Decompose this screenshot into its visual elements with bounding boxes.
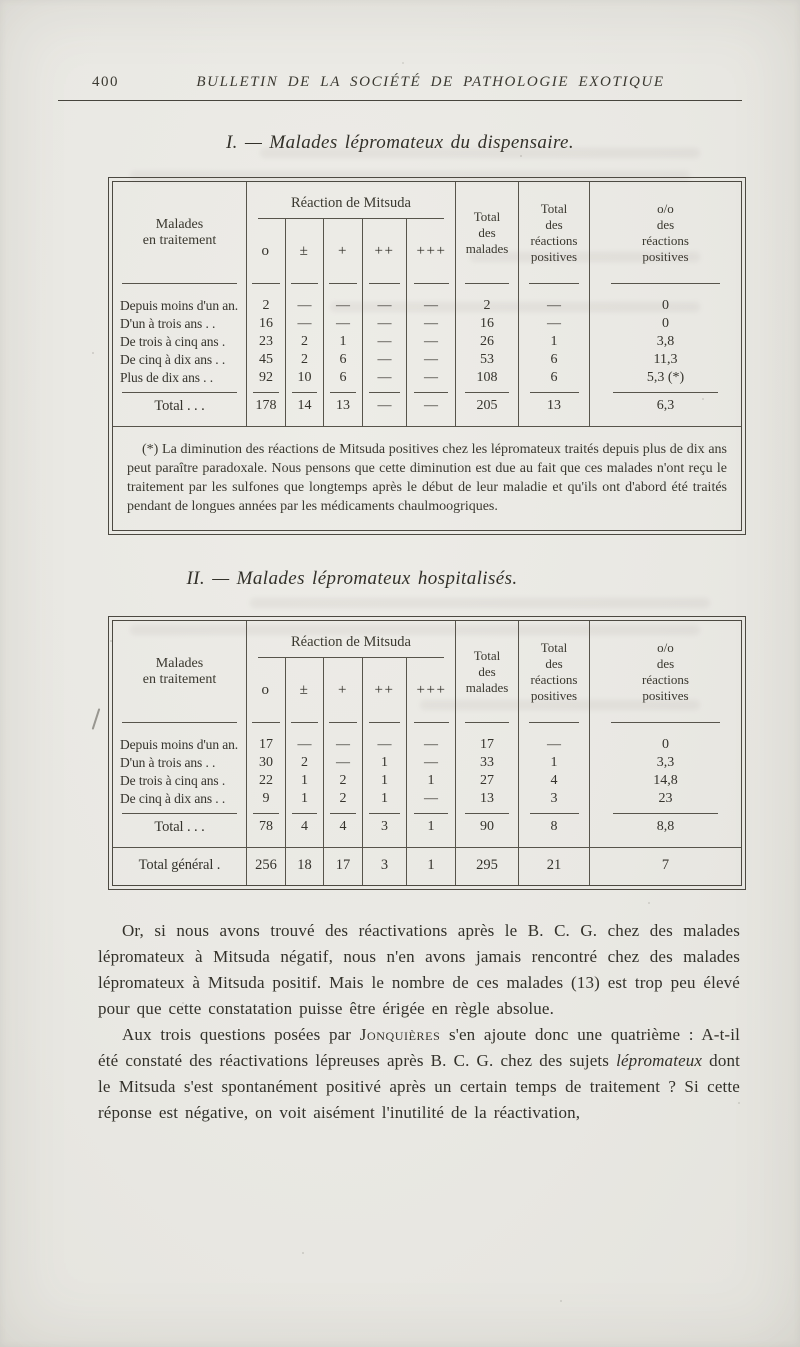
table-row: Plus de dix ans . . 92 10 6— —108 6 5,3 (*): [113, 369, 741, 387]
page-number: 400: [92, 74, 119, 90]
term-lepromateux-italic: lépromateux: [616, 1051, 703, 1070]
header-rule: [58, 100, 742, 101]
col-group-mitsuda: Réaction de Mitsuda o ± + ++ +++: [247, 182, 456, 290]
table-2-hospitalises: Malades en traitement Réaction de Mitsud…: [108, 616, 746, 890]
col-header-sym-plus: +: [324, 219, 363, 290]
running-head: 400 BULLETIN DE LA SOCIÉTÉ DE PATHOLOGIE…: [58, 0, 742, 91]
section-2-heading: II. — Malades lépromateux hospitalisés.: [186, 568, 518, 589]
col-header-sym-0: o: [247, 219, 286, 290]
author-jonquieres: Jonquières: [359, 1025, 441, 1044]
mitsuda-group-title: Réaction de Mitsuda: [258, 634, 444, 658]
paper-specks: [0, 0, 2, 2]
table-row: De cinq à dix ans . . 9 1 2 1—13 3 23: [113, 790, 741, 808]
footnote-separator-rule: [113, 426, 741, 427]
table-1-footnote: (*) La diminution des réactions de Mitsu…: [127, 442, 727, 514]
col-header-total-malades: Total des malades: [456, 621, 519, 729]
table-row: De cinq à dix ans . . 45 2 6— —53 6 11,3: [113, 351, 741, 369]
col-header-pct-reactions: o/o des réactions positives: [590, 621, 741, 729]
col-header-sym-plus: +: [324, 658, 363, 729]
table-1-header-row: Malades en traitement Réaction de Mitsud…: [113, 182, 741, 290]
col-header-total-reactions: Total des réactions positives: [519, 621, 590, 729]
total-general-separator-rule: [113, 847, 741, 848]
col-header-patients: Malades en traitement: [113, 621, 247, 729]
show-through-artifact: [330, 302, 700, 312]
col-header-sym-0: o: [247, 658, 286, 729]
body-text: Or, si nous avons trouvé des réactivatio…: [98, 918, 740, 1126]
table-row: D'un à trois ans . . 16— — — —16—0: [113, 315, 741, 333]
show-through-artifact: [130, 171, 690, 181]
mitsuda-group-title: Réaction de Mitsuda: [258, 195, 444, 219]
table-row: De trois à cinq ans . 23 2 1— —26 1 3,8: [113, 333, 741, 351]
show-through-artifact: [250, 598, 710, 608]
paragraph-2: Aux trois questions posées par Jonquière…: [98, 1025, 740, 1122]
table-row: D'un à trois ans . . 30 2—1—33 1 3,3: [113, 754, 741, 772]
section-1-heading: I. — Malades lépromateux du dispensaire.: [225, 132, 575, 153]
table-1-dispensaire: Malades en traitement Réaction de Mitsud…: [108, 177, 746, 535]
col-group-mitsuda: Réaction de Mitsuda o ± + ++ +++: [247, 621, 456, 729]
col-header-patients: Malades en traitement: [113, 182, 247, 290]
table-2-total-row: Total . . . 78 4 4 3 1 90 8 8,8: [113, 808, 741, 847]
table-row: De trois à cinq ans . 22 1 2 1 1 27 4 14,8: [113, 772, 741, 790]
col-header-sym-plusminus: ±: [286, 658, 324, 729]
col-header-total-reactions: Total des réactions positives: [519, 182, 590, 290]
show-through-artifact: [470, 252, 700, 262]
show-through-artifact: [260, 148, 700, 158]
table-2-header-row: Malades en traitement Réaction de Mitsud…: [113, 621, 741, 729]
show-through-artifact: [420, 700, 700, 710]
journal-title: BULLETIN DE LA SOCIÉTÉ DE PATHOLOGIE EXO…: [196, 74, 665, 90]
col-header-sym-plusminus: ±: [286, 219, 324, 290]
table-row: Depuis moins d'un an. 2— — — —2—0: [113, 290, 741, 315]
table-2-total-general-row: Total général . 256 18 17 3 1 295 21 7: [113, 848, 741, 885]
col-header-pct-reactions: o/o des réactions positives: [590, 182, 741, 290]
col-header-total-malades: Total des malades: [456, 182, 519, 290]
col-header-sym-plusplus: ++: [363, 219, 407, 290]
col-header-sym-plusplusplus: +++: [407, 658, 456, 729]
paragraph-1: Or, si nous avons trouvé des réactivatio…: [98, 921, 740, 1018]
col-header-sym-plusplus: ++: [363, 658, 407, 729]
table-row: Depuis moins d'un an. 17— — — —17—0: [113, 729, 741, 754]
show-through-artifact: [130, 625, 700, 635]
table-1-total-row: Total . . . 178 14 13 — — 205 13 6,3: [113, 387, 741, 426]
col-header-sym-plusplusplus: +++: [407, 219, 456, 290]
